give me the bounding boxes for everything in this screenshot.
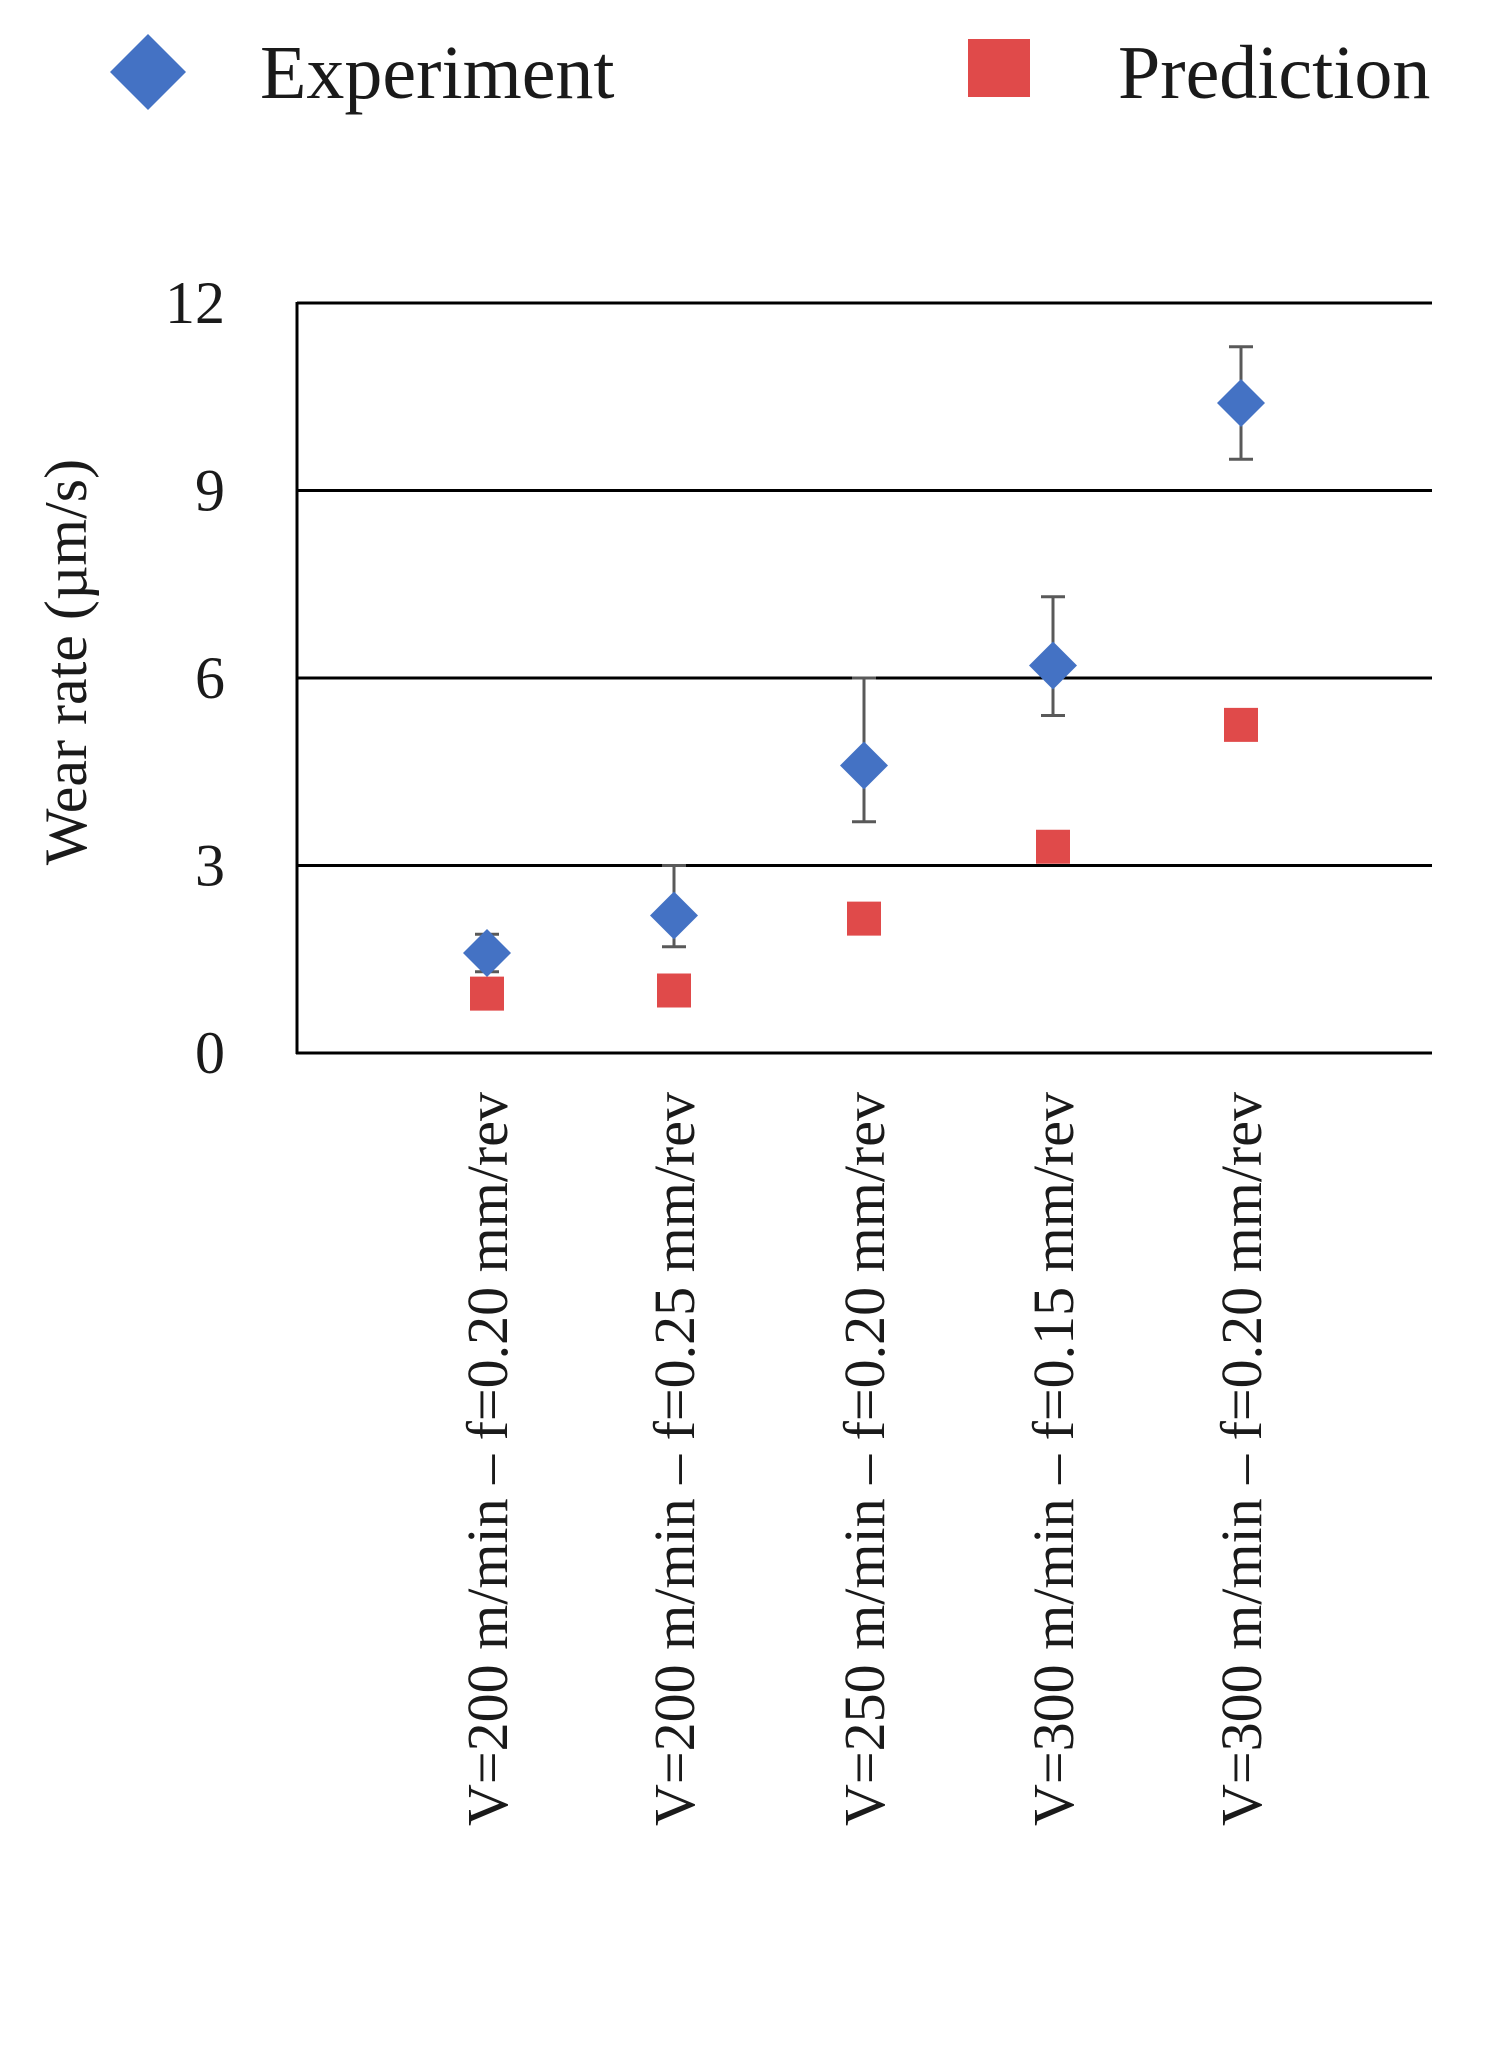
experiment-point <box>1029 641 1077 690</box>
y-tick-label: 3 <box>195 833 225 899</box>
x-category-label: V=200 m/min – f=0.20 mm/rev <box>455 1092 520 1826</box>
x-category-label: V=300 m/min – f=0.20 mm/rev <box>1209 1092 1274 1826</box>
y-tick-label: 6 <box>195 645 225 711</box>
gridlines <box>297 301 1432 867</box>
experiment-point <box>650 891 698 940</box>
prediction-point <box>847 901 881 936</box>
axes <box>295 302 1432 1055</box>
prediction-point <box>470 976 504 1011</box>
x-category-label: V=250 m/min – f=0.20 mm/rev <box>832 1092 897 1826</box>
legend-label-prediction: Prediction <box>1118 31 1430 115</box>
legend-marker-experiment <box>110 34 186 110</box>
prediction-point <box>1224 707 1258 742</box>
y-tick-label: 0 <box>195 1020 225 1086</box>
experiment-point <box>463 929 511 977</box>
legend-label-experiment: Experiment <box>260 31 615 115</box>
y-axis-label: Wear rate (µm/s) <box>33 459 99 865</box>
prediction-point <box>657 973 691 1008</box>
y-tick-label: 9 <box>195 458 225 524</box>
legend-marker-prediction <box>968 39 1030 97</box>
x-category-label: V=200 m/min – f=0.25 mm/rev <box>642 1092 707 1826</box>
experiment-point <box>1217 379 1265 427</box>
y-tick-label: 12 <box>165 270 225 336</box>
prediction-point <box>1036 829 1070 864</box>
series-experiment <box>463 345 1265 977</box>
x-category-labels: V=200 m/min – f=0.20 mm/rev V=200 m/min –… <box>455 1092 1274 1826</box>
experiment-point <box>840 741 888 790</box>
legend-item-experiment: Experiment <box>110 31 615 115</box>
legend-item-prediction: Prediction <box>968 31 1430 115</box>
series-prediction <box>470 707 1258 1011</box>
legend: Experiment Prediction <box>110 31 1430 115</box>
x-category-label: V=300 m/min – f=0.15 mm/rev <box>1021 1092 1086 1826</box>
y-tick-labels: 0 3 6 9 12 <box>165 270 225 1086</box>
